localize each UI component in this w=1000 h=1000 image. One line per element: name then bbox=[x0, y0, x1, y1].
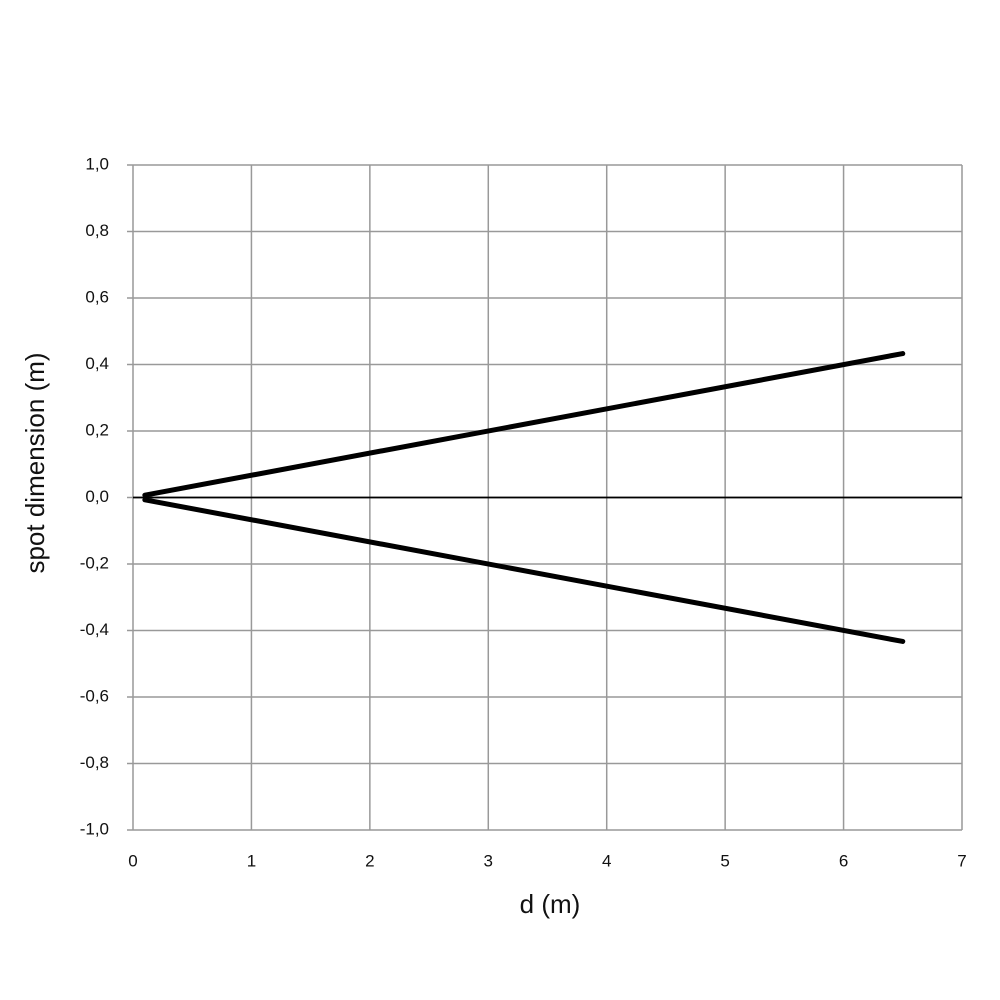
y-tick-label: -1,0 bbox=[80, 819, 109, 838]
x-tick-label: 3 bbox=[484, 851, 493, 870]
y-tick-label: -0,6 bbox=[80, 686, 109, 705]
y-tick-label: -0,8 bbox=[80, 753, 109, 772]
y-tick-label: 0,8 bbox=[85, 221, 109, 240]
x-tick-label: 4 bbox=[602, 851, 611, 870]
y-axis-title: spot dimension (m) bbox=[20, 352, 50, 573]
y-tick-label: 0,6 bbox=[85, 287, 109, 306]
x-tick-label: 1 bbox=[247, 851, 256, 870]
line-series bbox=[142, 497, 906, 644]
x-tick-label: 6 bbox=[839, 851, 848, 870]
line-series bbox=[142, 351, 906, 498]
y-tick-label: 1,0 bbox=[85, 154, 109, 173]
y-tick-label: 0,2 bbox=[85, 420, 109, 439]
y-tick-label: 0,0 bbox=[85, 487, 109, 506]
y-tick-label: 0,4 bbox=[85, 354, 109, 373]
y-tick-label: -0,4 bbox=[80, 620, 109, 639]
x-axis-title: d (m) bbox=[520, 889, 581, 919]
x-tick-label: 7 bbox=[957, 851, 966, 870]
x-tick-label: 5 bbox=[720, 851, 729, 870]
x-tick-label: 0 bbox=[128, 851, 137, 870]
x-tick-label: 2 bbox=[365, 851, 374, 870]
y-tick-label: -0,2 bbox=[80, 553, 109, 572]
